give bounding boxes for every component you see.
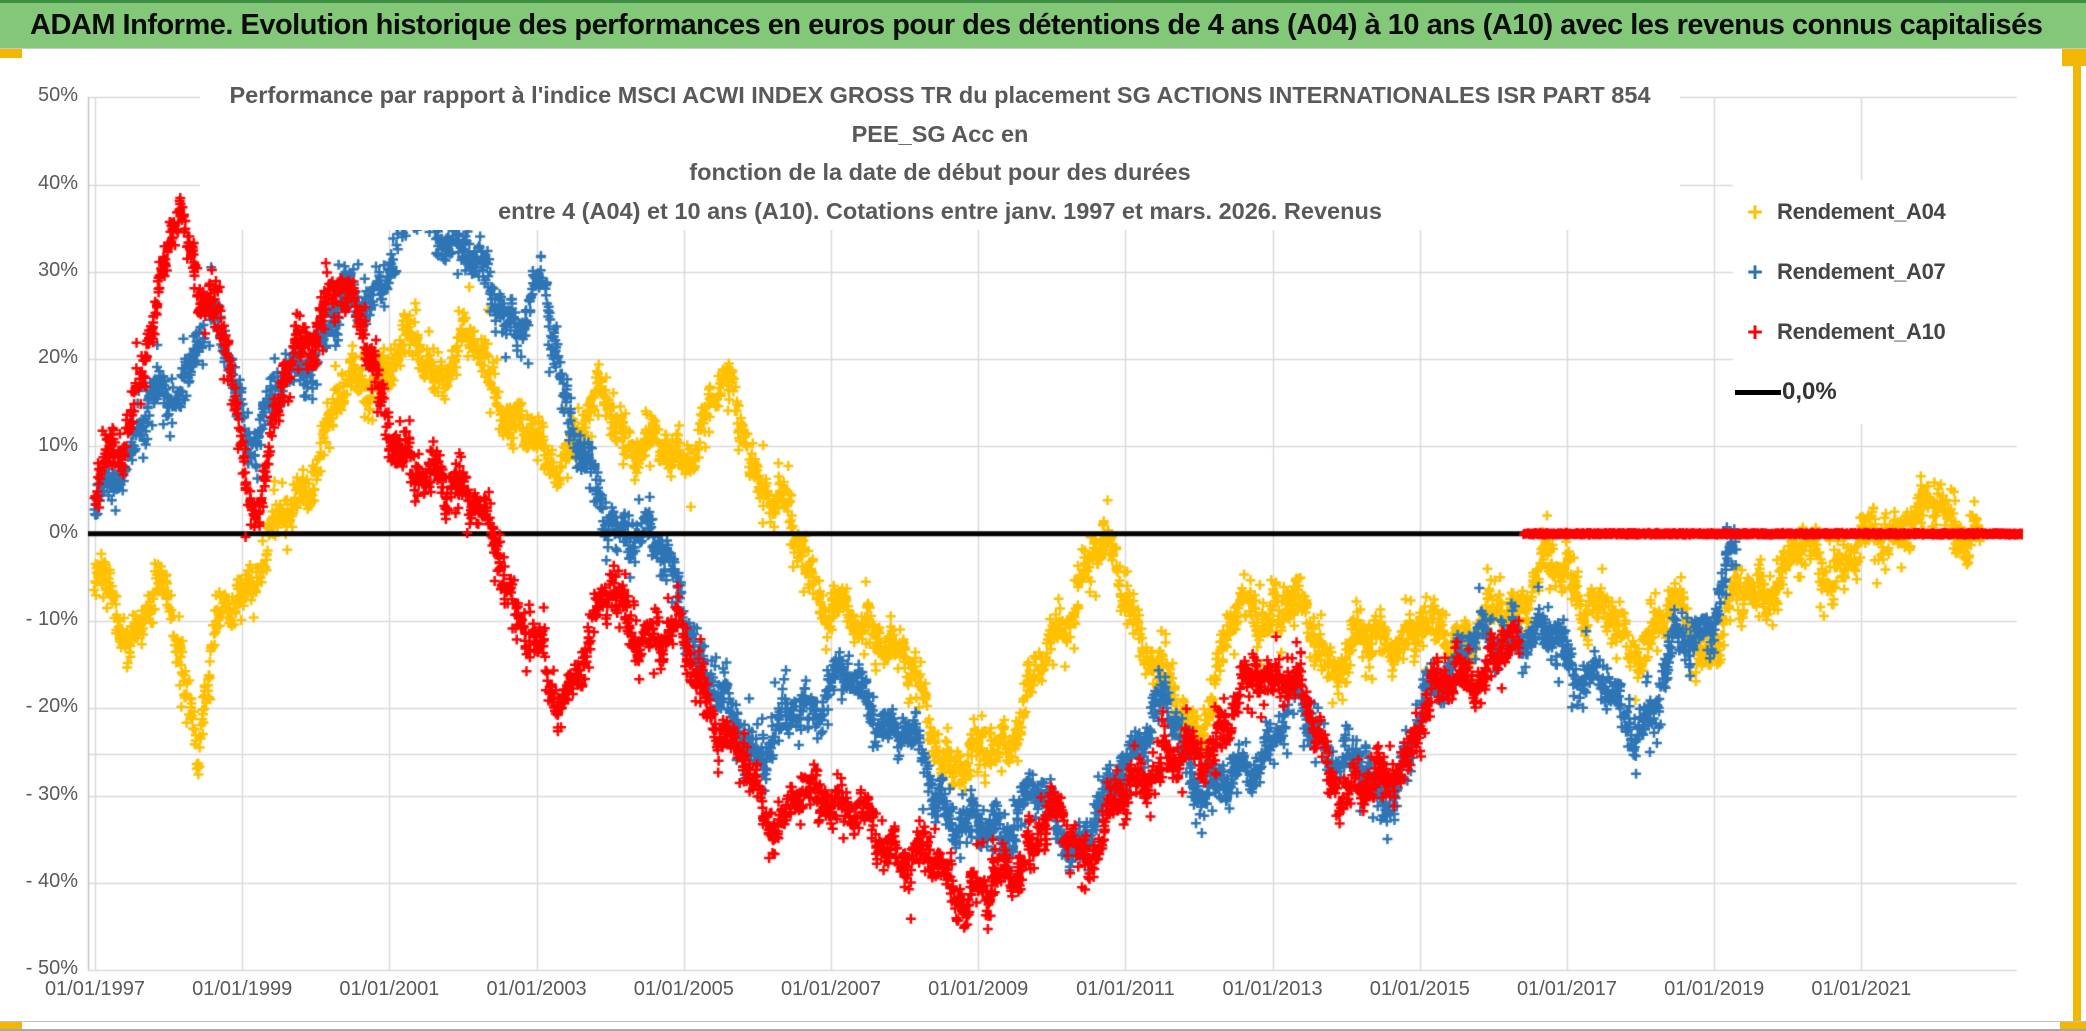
plus-marker-icon: + — [1747, 256, 1763, 287]
y-tick-label: 10% — [37, 433, 78, 456]
yellow-accent-corner-bottom-right — [2060, 1022, 2086, 1031]
page-title: ADAM Informe. Evolution historique des p… — [30, 9, 2043, 41]
x-tick-label: 01/01/2013 — [1222, 978, 1323, 1000]
y-tick-label: - 30% — [25, 782, 78, 805]
yellow-accent-strip-right — [2073, 56, 2081, 1031]
chart-title-line-3: entre 4 (A04) et 10 ans (A10). Cotations… — [498, 197, 1382, 224]
chart-title-line-1: Performance par rapport à l'indice MSCI … — [229, 82, 1651, 147]
y-tick-label: 50% — [37, 84, 78, 107]
plus-marker-icon: + — [1747, 196, 1763, 227]
yellow-accent-tab-top-left — [0, 49, 22, 58]
title-banner: ADAM Informe. Evolution historique des p… — [0, 0, 2086, 48]
chart-title-line-2: fonction de la date de début pour des du… — [689, 159, 1191, 185]
x-tick-label: 01/01/2011 — [1076, 978, 1175, 1000]
legend-label: Rendement_A07 — [1777, 259, 1946, 284]
x-tick-label: 01/01/1997 — [44, 978, 146, 1000]
x-tick-label: 01/01/2009 — [928, 978, 1029, 1000]
x-tick-label: 01/01/2015 — [1369, 978, 1470, 1000]
legend-item-rendement-a07[interactable]: + Rendement_A07 — [1733, 242, 2033, 302]
y-tick-label: - 20% — [25, 695, 78, 718]
legend-label: 0,0% — [1782, 378, 1837, 405]
x-tick-label: 01/01/2017 — [1516, 978, 1618, 1000]
x-tick-label: 01/01/2005 — [633, 978, 734, 1000]
legend-item-rendement-a10[interactable]: + Rendement_A10 — [1733, 302, 2033, 362]
zero-line-icon — [1735, 389, 1781, 395]
legend-item-rendement-a04[interactable]: + Rendement_A04 — [1733, 182, 2033, 242]
chart-legend: + Rendement_A04 + Rendement_A07 + Rendem… — [1733, 180, 2033, 424]
y-tick-label: - 10% — [25, 608, 78, 631]
legend-item-zero-line[interactable]: 0,0% — [1733, 362, 2033, 422]
plus-marker-icon: + — [1747, 316, 1763, 347]
y-tick-label: 20% — [37, 346, 78, 369]
y-tick-label: - 50% — [25, 957, 78, 980]
chart-title: Performance par rapport à l'indice MSCI … — [200, 76, 1680, 230]
banner-divider — [0, 48, 2086, 49]
x-tick-label: 01/01/2003 — [486, 978, 587, 1000]
window-bottom-edge — [0, 1029, 2086, 1031]
yellow-accent-tab-bottom-left — [0, 1022, 22, 1030]
x-tick-label: 01/01/2001 — [339, 978, 440, 1000]
legend-label: Rendement_A10 — [1777, 319, 1946, 344]
x-tick-label: 01/01/1999 — [192, 978, 293, 1000]
x-tick-label: 01/01/2019 — [1664, 978, 1765, 1000]
bottom-divider — [0, 1021, 2086, 1022]
y-tick-label: 30% — [37, 258, 78, 281]
x-tick-label: 01/01/2021 — [1811, 978, 1912, 1000]
y-tick-label: - 40% — [25, 870, 78, 892]
x-tick-label: 01/01/2007 — [780, 978, 882, 1000]
y-tick-label: 40% — [37, 171, 78, 194]
y-tick-label: 0% — [49, 520, 78, 543]
legend-label: Rendement_A04 — [1777, 199, 1946, 224]
